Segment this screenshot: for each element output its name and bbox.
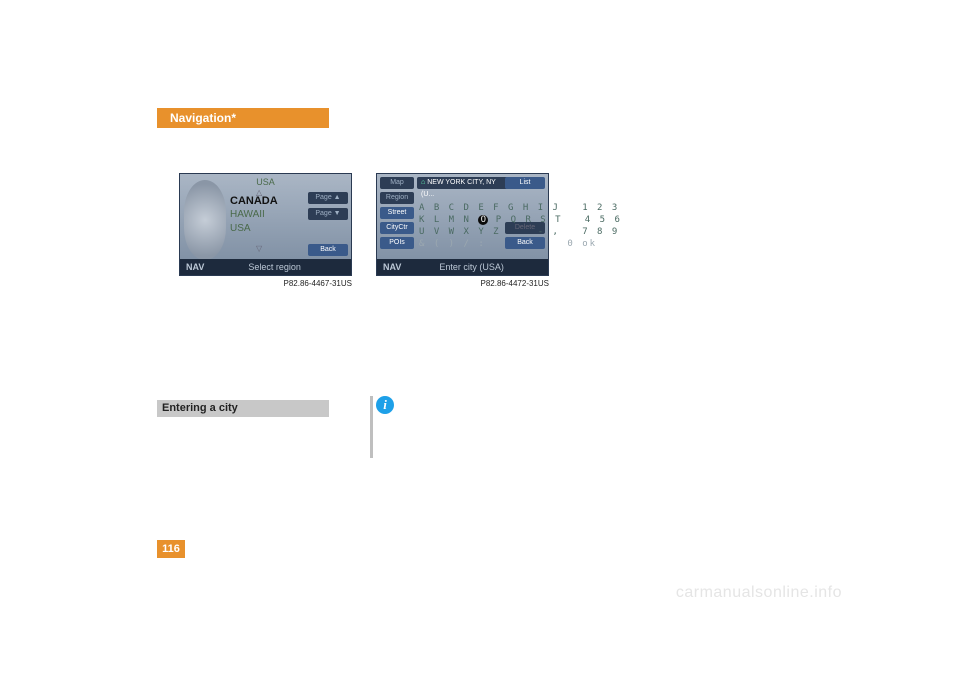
figure-reference: P82.86-4467-31US <box>179 279 352 288</box>
region-option-selected[interactable]: CANADA <box>230 194 278 208</box>
region-list: CANADA HAWAII USA <box>230 194 278 236</box>
street-button[interactable]: Street <box>380 207 414 219</box>
footer-center: Select region <box>204 262 345 272</box>
screenshot-enter-city: Map Region Street CityCtr POIs ⌂NEW YORK… <box>376 173 549 276</box>
page-down-button[interactable]: Page ▼ <box>308 208 348 220</box>
map-button[interactable]: Map <box>380 177 414 189</box>
region-option[interactable]: USA <box>230 222 278 236</box>
keyboard-highlight: O <box>478 215 488 225</box>
watermark: carmanualsonline.info <box>676 584 842 602</box>
keyboard-row: & ( ) / : 0 ok <box>419 238 506 250</box>
footer-center: Enter city (USA) <box>401 262 542 272</box>
nav-footer: NAV Enter city (USA) <box>377 259 548 275</box>
keyboard-row: U V W X Y Z - , 7 8 9 <box>419 226 506 238</box>
screenshot-select-region: USA △ CANADA HAWAII USA ▽ Page ▲ Page ▼ … <box>179 173 352 276</box>
figure-reference: P82.86-4472-31US <box>376 279 549 288</box>
compass-graphic <box>184 180 226 260</box>
header-title: Navigation* <box>170 108 236 128</box>
footer-left: NAV <box>186 262 204 272</box>
back-button[interactable]: Back <box>308 244 348 256</box>
section-heading: Entering a city <box>162 400 238 417</box>
home-icon: ⌂ <box>421 179 425 186</box>
region-button[interactable]: Region <box>380 192 414 204</box>
region-top-label: USA <box>180 177 351 187</box>
nav-footer: NAV Select region <box>180 259 351 275</box>
keyboard-row: A B C D E F G H I J 1 2 3 <box>419 202 506 214</box>
info-sidebar <box>370 396 373 458</box>
region-option[interactable]: HAWAII <box>230 208 278 222</box>
keyboard-row: K L M N O P Q R S T 4 5 6 <box>419 214 506 226</box>
page-number: 116 <box>157 540 185 558</box>
footer-left: NAV <box>383 262 401 272</box>
info-icon: i <box>376 396 394 414</box>
cityctr-button[interactable]: CityCtr <box>380 222 414 234</box>
city-field[interactable]: ⌂NEW YORK CITY, NY (U... <box>417 177 508 189</box>
page-up-button[interactable]: Page ▲ <box>308 192 348 204</box>
chevron-down-icon: ▽ <box>256 244 262 253</box>
pois-button[interactable]: POIs <box>380 237 414 249</box>
city-field-text: NEW YORK CITY, NY (U... <box>421 179 496 198</box>
keyboard[interactable]: A B C D E F G H I J 1 2 3 K L M N O P Q … <box>419 202 506 250</box>
list-button[interactable]: List <box>505 177 545 189</box>
